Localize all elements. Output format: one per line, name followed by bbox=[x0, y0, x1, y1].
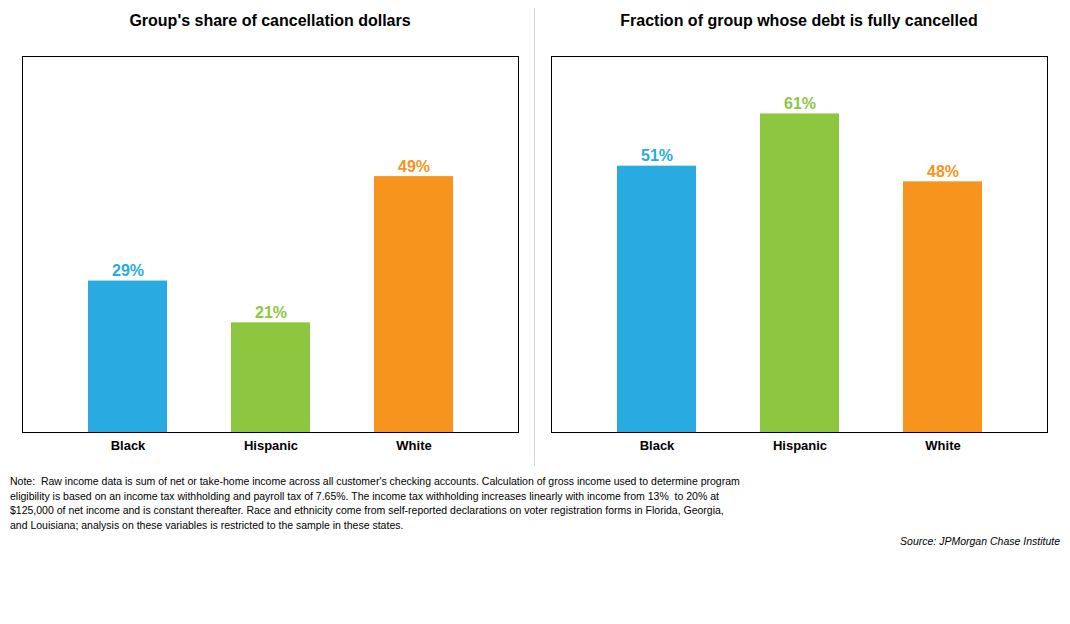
svg-text:51%: 51% bbox=[641, 147, 673, 164]
svg-text:61%: 61% bbox=[784, 95, 816, 112]
svg-text:21%: 21% bbox=[255, 304, 287, 321]
html-text:Fraction of group whose debt i: Fraction of group whose debt is fully ca… bbox=[620, 12, 978, 29]
svg-text:48%: 48% bbox=[927, 163, 959, 180]
svg-text:White: White bbox=[925, 438, 960, 453]
svg-text:Black: Black bbox=[640, 438, 675, 453]
svg-text:Hispanic: Hispanic bbox=[773, 438, 827, 453]
svg-text:White: White bbox=[396, 438, 431, 453]
html-text:Source: JPMorgan Chase Institu: Source: JPMorgan Chase Institute bbox=[900, 534, 1060, 547]
svg-text:49%: 49% bbox=[398, 158, 430, 175]
svg-text:Black: Black bbox=[111, 438, 146, 453]
svg-text:Hispanic: Hispanic bbox=[244, 438, 298, 453]
html-text:Note: Raw income data is sum o: Note: Raw income data is sum of net or t… bbox=[10, 475, 740, 532]
svg-text:29%: 29% bbox=[112, 262, 144, 279]
html-text:Group's share of cancellation: Group's share of cancellation dollars bbox=[129, 12, 411, 29]
